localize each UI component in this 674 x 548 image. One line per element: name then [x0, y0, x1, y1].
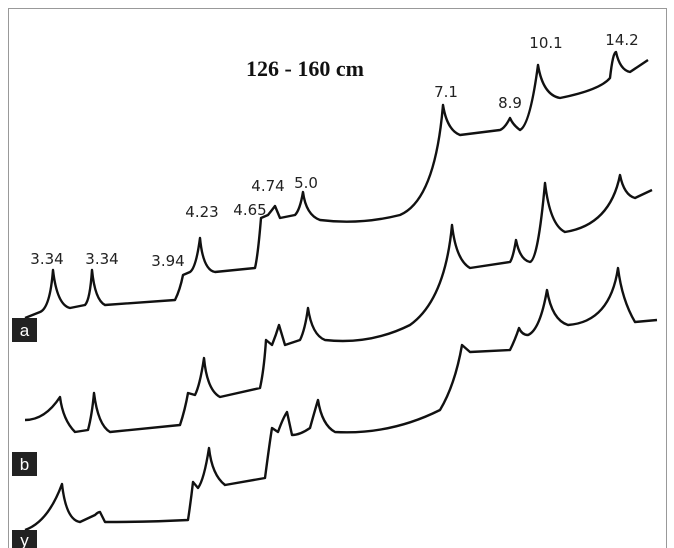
peak-label: 3.94 — [151, 252, 184, 270]
title: 126 - 160 cm — [246, 56, 364, 81]
peak-label: 4.65 — [233, 201, 266, 219]
panel-label: a — [20, 321, 30, 340]
trace-y — [24, 266, 658, 532]
trace-a — [24, 50, 649, 320]
peak-label: 8.9 — [498, 94, 522, 112]
peak-label: 14.2 — [605, 31, 638, 49]
peak-label: 7.1 — [434, 83, 458, 101]
panel-box — [12, 318, 37, 342]
panel-label: y — [20, 531, 29, 548]
frame — [8, 8, 667, 548]
peak-label: 3.34 — [30, 250, 63, 268]
peak-label: 5.0 — [294, 174, 318, 192]
panel-box — [12, 530, 37, 548]
trace-b — [24, 173, 653, 434]
panel-label: b — [20, 455, 29, 474]
peak-label: 3.34 — [85, 250, 118, 268]
peak-label: 10.1 — [529, 34, 562, 52]
peak-label: 4.23 — [185, 203, 218, 221]
panel-box — [12, 452, 37, 476]
peak-label: 4.74 — [251, 177, 284, 195]
